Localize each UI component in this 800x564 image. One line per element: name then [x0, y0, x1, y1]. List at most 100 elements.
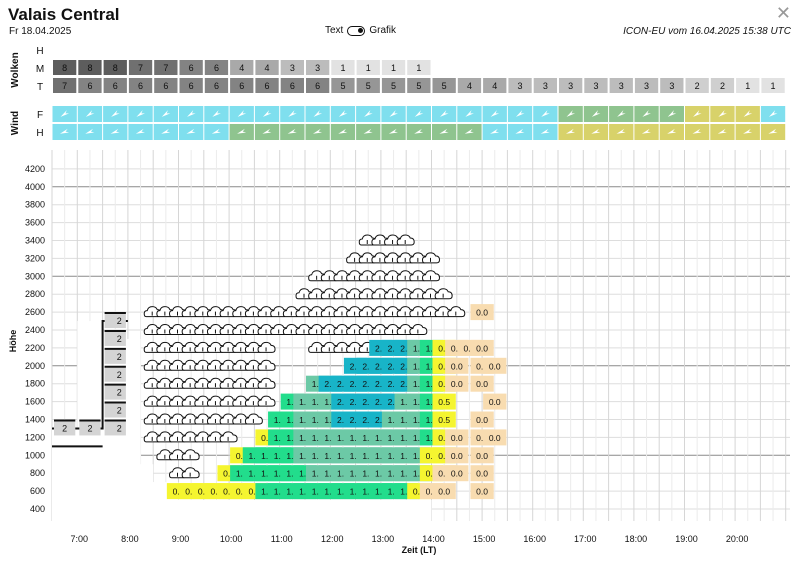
- cloud-icon: [219, 341, 238, 353]
- cloud-shape: [181, 431, 200, 443]
- cloud-icon: [168, 449, 188, 461]
- cloud-icon: [156, 359, 175, 371]
- wind-cell: [103, 106, 128, 122]
- cloud-icon: [219, 377, 238, 389]
- cloud-icon: [232, 323, 251, 335]
- cloud-icon: [156, 323, 175, 335]
- thermal-cell: [470, 429, 494, 446]
- terrain-block: [191, 500, 217, 521]
- thermal-cell: [381, 483, 406, 500]
- cloud-icon: [168, 306, 188, 318]
- thermal-value: 2.0: [362, 379, 374, 389]
- cloud-shape: [143, 359, 162, 371]
- thermal-value: 2.0: [400, 343, 412, 353]
- wind-cell: [533, 124, 558, 140]
- cloud-cover-cell: [306, 60, 330, 75]
- thermal-value: 2.0: [400, 379, 412, 389]
- cloud-icon: [333, 270, 352, 282]
- cloud-shape: [308, 288, 327, 300]
- thermal-value: 1.5: [413, 451, 425, 461]
- model-run-info: ICON-EU vom 16.04.2025 15:38 UTC: [623, 26, 791, 37]
- toggle-switch[interactable]: [347, 25, 366, 36]
- cloud-cover-cell: [53, 78, 77, 93]
- thermal-value: 1.0: [261, 487, 273, 497]
- thermal-cell: [356, 447, 380, 464]
- cloud-shape: [333, 341, 352, 353]
- wind-cell: [179, 106, 204, 122]
- thermal-value: 0.5: [236, 451, 248, 461]
- cloud-icon: [421, 252, 441, 264]
- thermal-value: 0.5: [438, 379, 450, 389]
- cloud-shape: [244, 377, 263, 389]
- cloud-cover-cell: [457, 78, 482, 93]
- thermal-value: 1.5: [312, 433, 324, 443]
- thermal-value: 0.5: [223, 469, 235, 479]
- thermal-value: 1.5: [299, 415, 311, 425]
- wind-arrow-icon: [515, 128, 525, 134]
- thermal-cell: [381, 411, 406, 428]
- cloud-icon: [219, 306, 238, 318]
- x-tick-label: 11:00: [271, 534, 293, 544]
- cloud-icon: [181, 323, 200, 335]
- thermal-value: 0.5: [223, 487, 235, 497]
- thermal-cell: [369, 339, 393, 356]
- thermal-value: 0.0: [426, 487, 438, 497]
- cloud-icon: [358, 288, 377, 300]
- cloud-cover-value: 6: [214, 81, 219, 91]
- wind-arrow-icon: [262, 128, 272, 134]
- wind-arrow-icon: [237, 128, 247, 134]
- cloud-shape: [168, 323, 188, 335]
- thermal-cell: [306, 411, 330, 428]
- cloud-icon: [320, 306, 339, 318]
- thermal-value: 1.0: [274, 451, 286, 461]
- thermal-value: 1.5: [324, 415, 336, 425]
- wind-arrow-icon: [111, 110, 120, 117]
- thermal-cell: [343, 465, 368, 482]
- cloud-shape: [156, 341, 175, 353]
- wind-cell: [52, 124, 77, 140]
- terrain-label-cell: [104, 367, 126, 382]
- wind-cell: [558, 124, 583, 140]
- cloud-icon: [219, 323, 238, 335]
- terrain-block: [115, 338, 141, 521]
- wind-arrow-icon: [591, 110, 601, 117]
- wind-arrow-icon: [667, 110, 677, 117]
- x-tick-label: 14:00: [422, 534, 445, 544]
- cloud-shape: [219, 377, 238, 389]
- thermal-value: 1.5: [375, 433, 387, 443]
- wind-row-label: H: [36, 128, 43, 139]
- cloud-shape: [156, 359, 175, 371]
- thermal-cell: [445, 375, 469, 392]
- thermal-value: 1.5: [299, 433, 311, 443]
- wind-cell: [583, 106, 609, 122]
- cloud-icon: [168, 341, 188, 353]
- cloud-shape: [447, 306, 466, 318]
- view-toggle[interactable]: Text Grafik: [325, 25, 396, 36]
- cloud-icon: [156, 306, 175, 318]
- cloud-icon: [244, 359, 263, 371]
- cloud-icon: [409, 306, 428, 318]
- wind-cell: [204, 106, 229, 122]
- wind-arrow-icon: [414, 110, 424, 117]
- cloud-cover-value: 3: [619, 81, 624, 91]
- wind-arrow-icon: [641, 128, 651, 134]
- cloud-icon: [257, 306, 276, 318]
- cloud-icon: [358, 323, 377, 335]
- thermal-cell: [445, 465, 469, 482]
- cloud-cover-cell: [230, 78, 254, 93]
- thermal-cell: [356, 357, 380, 374]
- close-icon[interactable]: ✕: [775, 3, 791, 24]
- cloud-cover-cell: [204, 78, 229, 93]
- thermal-cell: [381, 357, 406, 374]
- thermal-value: 2.0: [362, 397, 374, 407]
- cloud-shape: [409, 252, 428, 264]
- wind-cell: [533, 106, 558, 122]
- cloud-icon: [244, 413, 263, 425]
- cloud-cover-value: 3: [315, 63, 320, 73]
- cloud-shape: [371, 252, 390, 264]
- thermal-cell: [381, 465, 406, 482]
- cloud-shape: [181, 467, 200, 479]
- terrain-block: [203, 500, 230, 521]
